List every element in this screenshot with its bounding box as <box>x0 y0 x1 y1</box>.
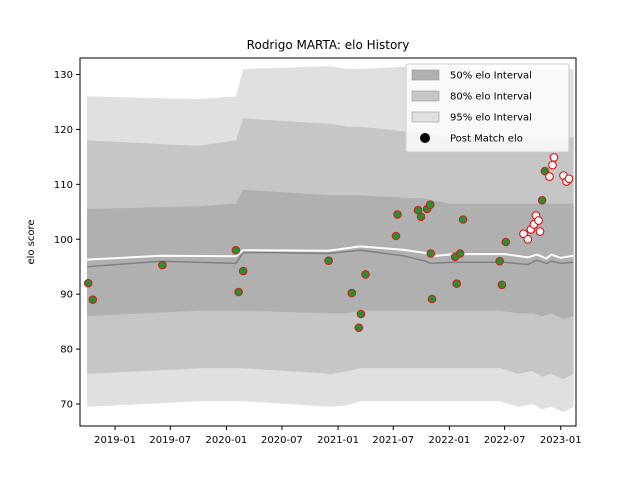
x-tick-label: 2021-01 <box>317 435 359 446</box>
match-point-17 <box>425 200 435 209</box>
match-point-1 <box>83 278 93 288</box>
match-point-13 <box>393 210 402 219</box>
match-point-23 <box>458 215 468 224</box>
match-point-27 <box>519 229 528 239</box>
match-point-11 <box>361 270 370 279</box>
legend-swatch-2 <box>411 90 440 102</box>
median-line <box>86 249 574 268</box>
match-point-10 <box>356 309 366 319</box>
match-point-3 <box>158 260 167 270</box>
band-50-interval <box>87 189 574 319</box>
y-tick-label: 80 <box>60 345 73 356</box>
x-tick-label: 2019-01 <box>94 435 136 446</box>
match-point-19 <box>427 294 437 304</box>
legend-swatch-3 <box>411 111 440 123</box>
x-tick-label: 2020-07 <box>261 435 303 446</box>
match-point-15 <box>416 212 426 221</box>
axes-frame <box>79 57 577 427</box>
plot-content <box>83 66 574 413</box>
x-tick-label: 2020-01 <box>206 435 248 446</box>
match-point-12 <box>391 231 401 241</box>
y-tick-label: 110 <box>54 180 73 191</box>
legend-swatch-1 <box>411 69 440 81</box>
match-point-24 <box>495 256 505 266</box>
legend-label-4: Post Match elo <box>450 134 523 145</box>
match-point-38 <box>549 153 559 162</box>
y-tick-label: 70 <box>60 400 73 411</box>
x-tick-label: 2019-07 <box>149 435 191 446</box>
match-point-34 <box>537 196 547 205</box>
y-axis-label: elo score <box>26 219 37 264</box>
match-point-37 <box>548 160 557 170</box>
match-point-22 <box>455 249 465 258</box>
match-point-2 <box>88 295 98 305</box>
x-tick-label: 2023-01 <box>540 435 582 446</box>
legend-marker-post-match <box>420 133 430 143</box>
x-tick-label: 2022-01 <box>429 435 471 446</box>
plot-area <box>83 66 574 413</box>
match-point-33 <box>535 227 545 236</box>
legend-label-2: 80% elo Interval <box>450 92 532 103</box>
match-point-36 <box>545 172 554 181</box>
match-point-5 <box>234 287 243 297</box>
legend: 50% elo Interval 80% elo Interval 95% elo … <box>405 63 570 153</box>
y-tick-label: 90 <box>60 290 73 301</box>
y-tick-label: 130 <box>54 70 73 81</box>
match-point-6 <box>238 266 248 276</box>
legend-label-1: 50% elo Interval <box>450 71 532 82</box>
y-tick-label: 120 <box>54 125 73 136</box>
legend-label-3: 95% elo Interval <box>450 113 532 124</box>
match-point-26 <box>501 237 511 247</box>
x-tick-label: 2022-07 <box>484 435 526 446</box>
match-point-35 <box>540 166 550 176</box>
match-point-18 <box>426 249 436 258</box>
match-point-32 <box>534 216 543 225</box>
axis-ticks: 2019-01 2019-07 2020-01 2020-07 2021-01 2021-… <box>54 70 582 446</box>
x-tick-label: 2021-07 <box>372 435 414 446</box>
match-point-21 <box>452 279 462 289</box>
match-point-8 <box>347 288 357 298</box>
match-point-4 <box>231 245 241 255</box>
legend-box <box>405 63 570 153</box>
match-point-28 <box>523 235 533 244</box>
match-point-25 <box>497 280 507 290</box>
match-point-41 <box>564 174 574 184</box>
match-point-7 <box>324 256 333 266</box>
match-point-9 <box>354 323 364 333</box>
y-tick-label: 100 <box>54 235 73 246</box>
chart-title: Rodrigo MARTA: elo History <box>247 38 410 52</box>
